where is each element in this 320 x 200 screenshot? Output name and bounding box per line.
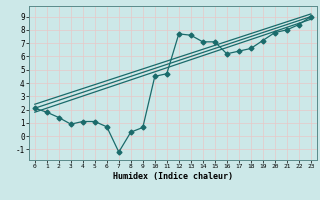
X-axis label: Humidex (Indice chaleur): Humidex (Indice chaleur) xyxy=(113,172,233,181)
